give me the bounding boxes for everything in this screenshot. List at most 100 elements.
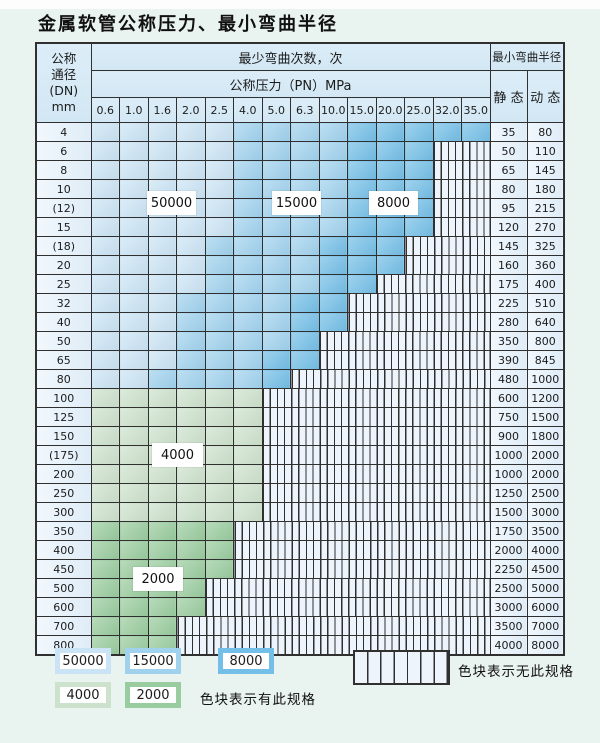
spec-cell [176,293,206,313]
spec-cell [176,540,206,560]
spec-cell [90,255,120,275]
no-spec-striped-cell [404,255,491,275]
spec-cell [261,160,291,180]
static-radius-cell: 225 [489,293,528,313]
spec-cell [290,331,320,351]
dynamic-radius-cell: 360 [526,255,565,275]
pressure-value-header: 1.6 [147,97,177,123]
spec-cell [90,445,120,465]
dynamic-radius-cell: 1000 [526,369,565,389]
spec-cell [204,540,234,560]
spec-cell [204,369,234,389]
spec-cell [176,255,206,275]
page-top-strip [0,0,600,9]
no-spec-striped-cell [432,179,491,199]
spec-cell [347,160,377,180]
table-row: 300 1500 3000 [35,502,565,522]
dynamic-radius-cell: 510 [526,293,565,313]
table-row: 25 175 400 [35,274,565,294]
dn-cell: 700 [35,616,92,636]
table-row: 40 280 640 [35,312,565,332]
spec-cell [261,141,291,161]
table-row: 50 350 800 [35,331,565,351]
spec-cell [233,255,263,275]
pressure-value-header: 6.3 [290,97,320,123]
table-row: 8 65 145 [35,160,565,180]
legend-absent-swatch [353,650,450,685]
table-row: 350 1750 3500 [35,521,565,541]
spec-cell [204,426,234,446]
dn-header-line: mm [51,99,76,114]
spec-cell [204,407,234,427]
no-spec-striped-cell [318,331,491,351]
pressure-value-header: 0.6 [90,97,120,123]
dynamic-radius-cell: 4500 [526,559,565,579]
spec-cell [204,445,234,465]
spec-cell [233,445,263,465]
table-row: 65 390 845 [35,350,565,370]
spec-cell [233,179,263,199]
spec-cell [176,407,206,427]
spec-cell [176,350,206,370]
spec-cell [290,217,320,237]
no-spec-striped-cell [404,236,491,256]
dn-cell: 250 [35,483,92,503]
spec-cell [90,616,120,636]
spec-cell [119,616,149,636]
spec-cell [204,293,234,313]
spec-cell [375,236,405,256]
pressure-value-header: 4.0 [233,97,263,123]
spec-cell [318,236,348,256]
spec-cell [176,274,206,294]
spec-cell [176,122,206,142]
no-spec-striped-cell [290,369,491,389]
dn-cell: (12) [35,198,92,218]
spec-cell [347,236,377,256]
static-radius-cell: 65 [489,160,528,180]
spec-cell [290,274,320,294]
legend-swatch: 4000 [55,682,111,708]
no-spec-striped-cell [261,426,491,446]
table-row: 200 1000 2000 [35,464,565,484]
dn-cell: 50 [35,331,92,351]
spec-cell [119,369,149,389]
spec-cell [90,464,120,484]
dynamic-radius-cell: 1500 [526,407,565,427]
spec-cell [261,255,291,275]
spec-cell [147,255,177,275]
spec-cell [119,179,149,199]
static-radius-cell: 35 [489,122,528,142]
spec-cell [233,312,263,332]
spec-cell [147,407,177,427]
no-spec-striped-cell [318,350,491,370]
spec-cell [119,331,149,351]
no-spec-striped-cell [432,141,491,161]
spec-cell [204,483,234,503]
spec-cell [119,426,149,446]
dn-cell: (18) [35,236,92,256]
bend-cycles-header: 最少弯曲次数，次 [90,42,491,71]
dn-cell: 8 [35,160,92,180]
legend-swatch-value: 50000 [60,653,106,669]
spec-cell [233,293,263,313]
dn-cell: 15 [35,217,92,237]
spec-cell [176,236,206,256]
table-row: (18) 145 325 [35,236,565,256]
dynamic-radius-cell: 215 [526,198,565,218]
dn-cell: 10 [35,179,92,199]
static-radius-cell: 750 [489,407,528,427]
spec-cell [404,141,434,161]
spec-cell [204,217,234,237]
spec-cell [119,274,149,294]
spec-cell [318,179,348,199]
spec-cell [204,255,234,275]
dynamic-radius-cell: 325 [526,236,565,256]
spec-cell [233,388,263,408]
spec-cell [119,464,149,484]
dn-cell: 65 [35,350,92,370]
static-radius-cell: 3500 [489,616,528,636]
spec-cell [204,236,234,256]
spec-cell [318,160,348,180]
zone-label: 50000 [147,191,196,215]
dynamic-radius-cell: 800 [526,331,565,351]
